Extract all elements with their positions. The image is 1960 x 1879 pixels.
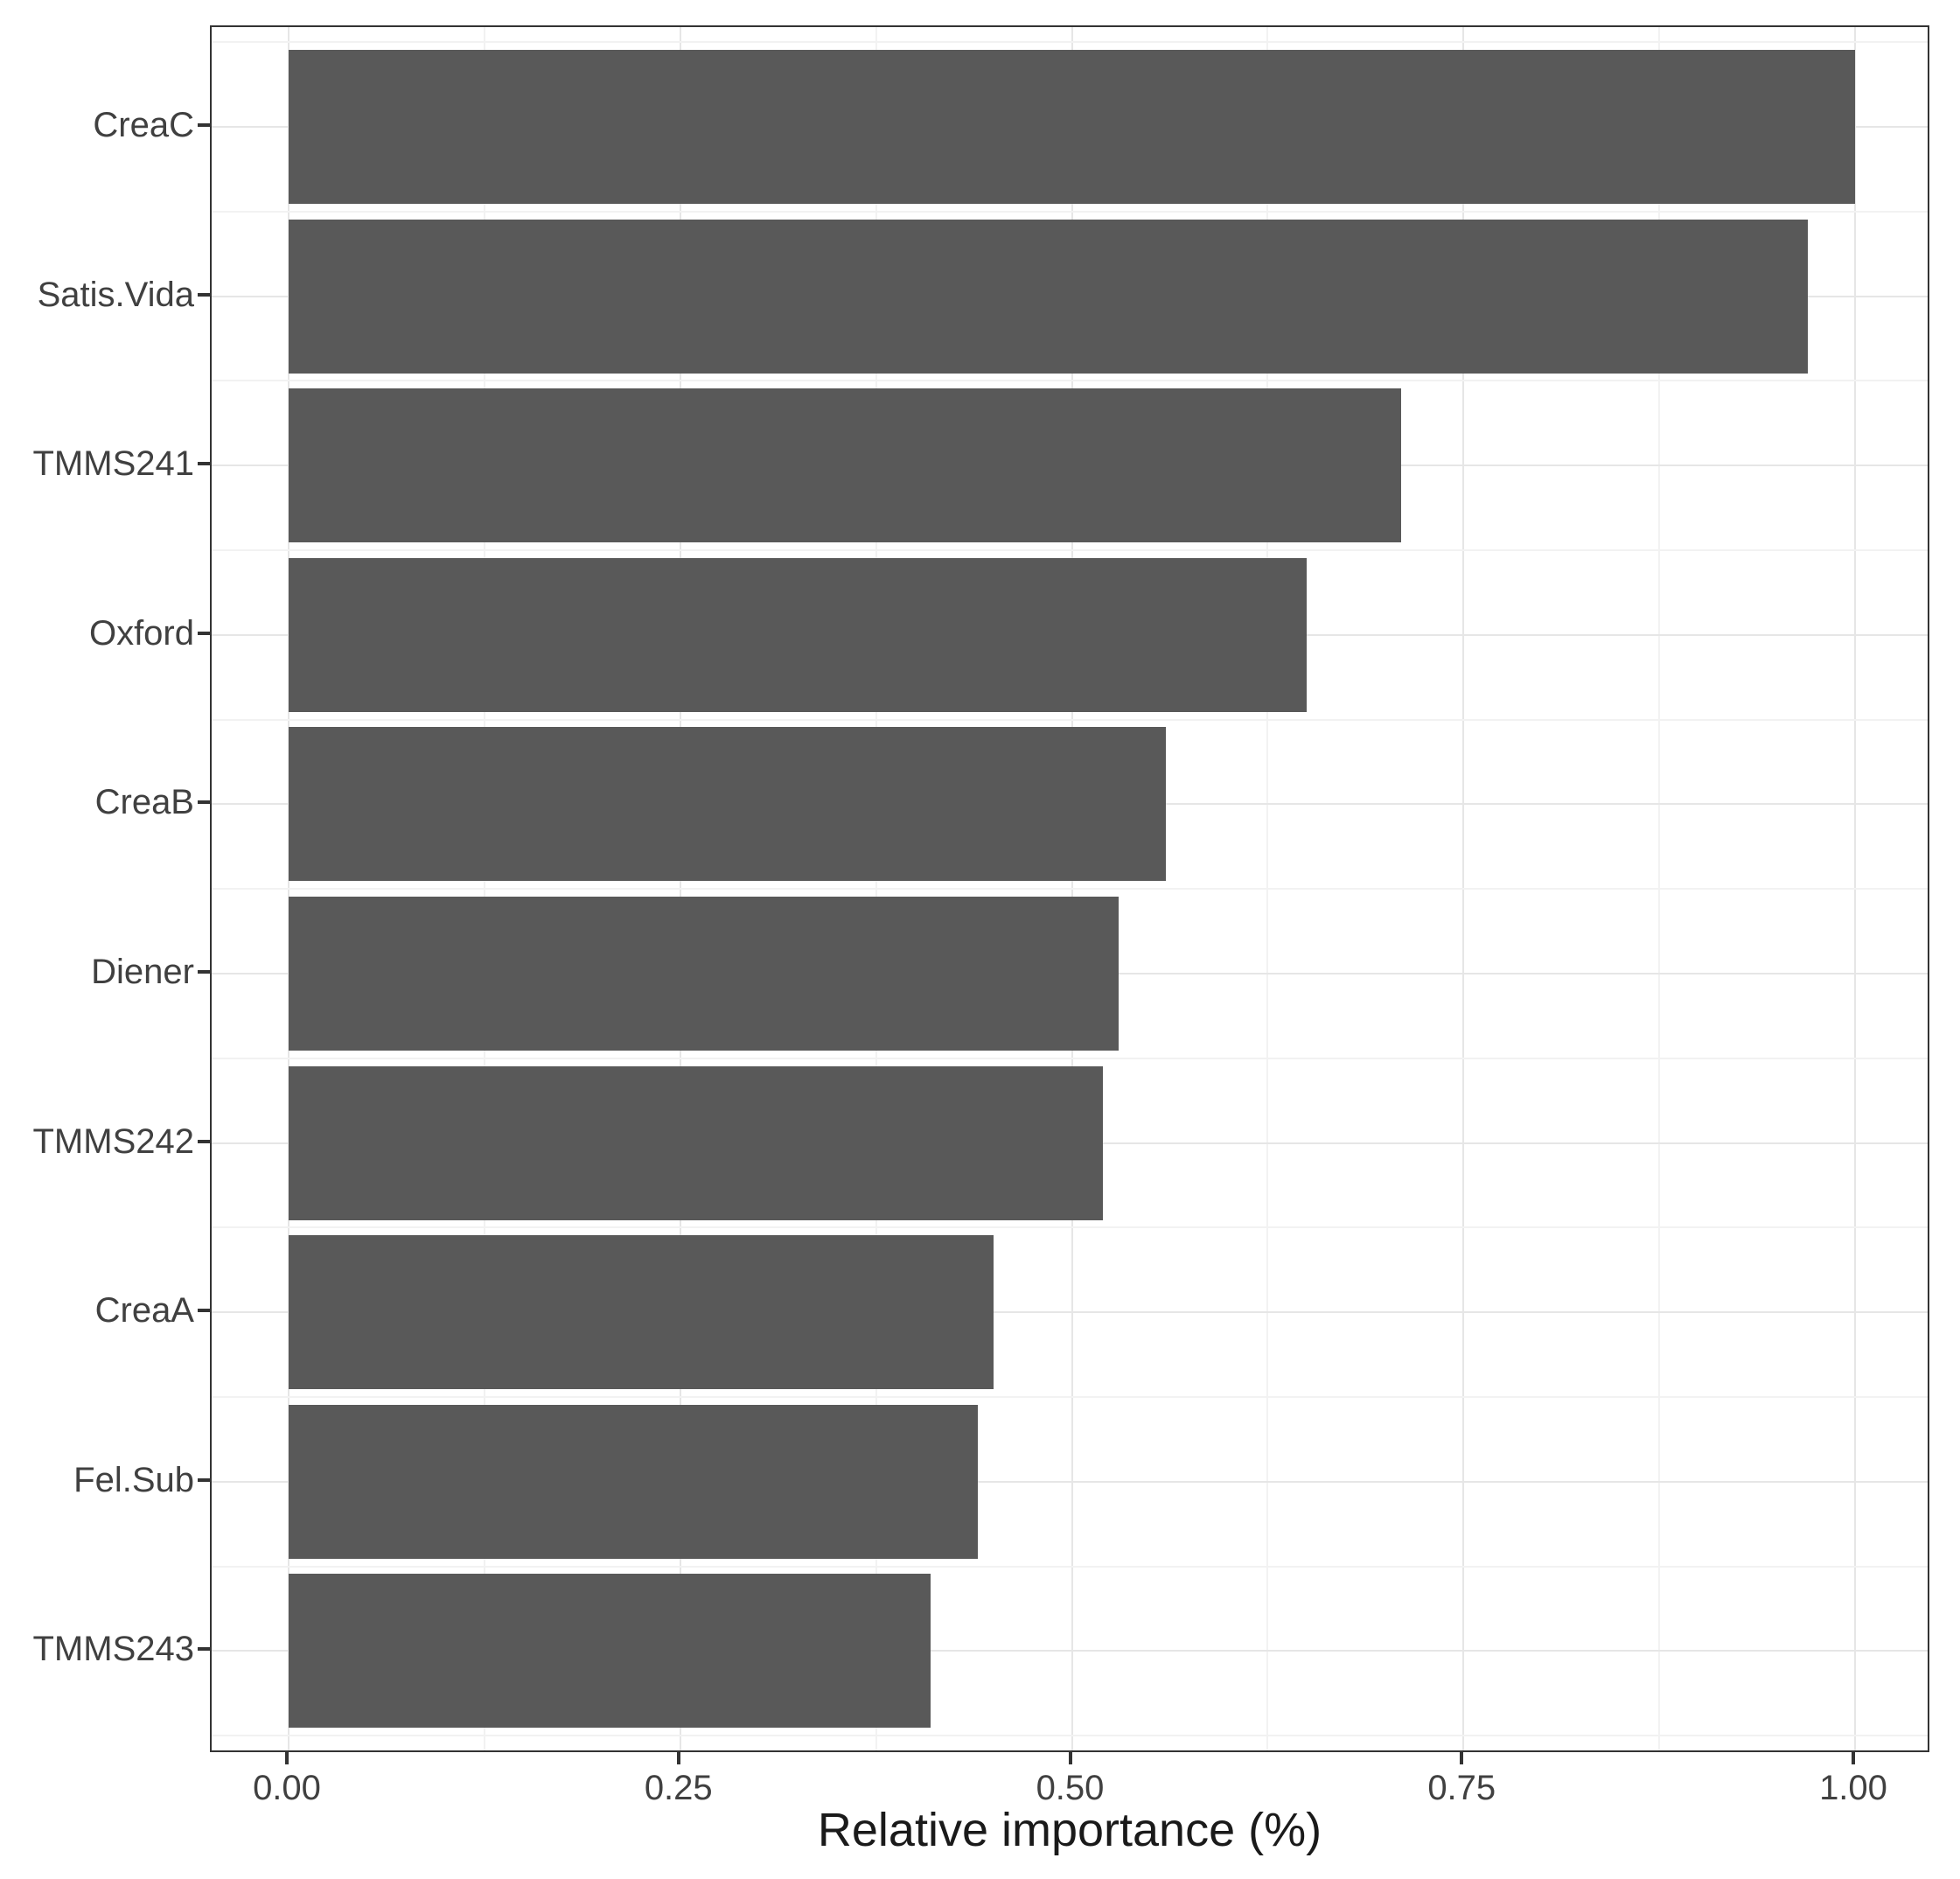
bar-Fel.Sub <box>289 1404 978 1559</box>
y-axis-label: CreaC <box>93 106 194 144</box>
y-axis-tick <box>198 1309 210 1313</box>
y-minor-gridline <box>212 41 1928 44</box>
y-minor-gridline <box>212 888 1928 891</box>
y-major-gridline <box>212 1311 1928 1314</box>
x-axis-tick-label: 0.50 <box>1036 1769 1105 1807</box>
y-axis-tick <box>198 970 210 974</box>
panel-grid-and-bars <box>212 27 1928 1750</box>
y-axis-tick <box>198 292 210 297</box>
x-axis-tick-label: 1.00 <box>1819 1769 1887 1807</box>
bar-TMMS243 <box>289 1574 931 1729</box>
y-axis-label: Oxford <box>88 613 194 653</box>
x-axis-tick-label: 0.00 <box>253 1769 321 1807</box>
y-axis-tick <box>198 123 210 127</box>
bar-CreaC <box>289 50 1855 204</box>
x-axis-tick-label: 0.75 <box>1427 1769 1496 1807</box>
x-axis-tick <box>1068 1752 1072 1764</box>
bar-CreaB <box>289 727 1166 882</box>
y-axis-label: CreaA <box>94 1291 194 1331</box>
y-minor-gridline <box>212 1735 1928 1737</box>
y-minor-gridline <box>212 1396 1928 1398</box>
y-axis-tick <box>198 631 210 635</box>
x-axis-tick <box>285 1752 289 1764</box>
y-minor-gridline <box>212 549 1928 551</box>
y-axis-label: TMMS243 <box>32 1630 195 1669</box>
bar-Oxford <box>289 557 1307 712</box>
bar-CreaA <box>289 1235 994 1390</box>
x-axis-tick <box>1852 1752 1855 1764</box>
y-axis-label: Fel.Sub <box>73 1460 194 1499</box>
y-axis-tick <box>198 462 210 466</box>
y-axis-tick <box>198 1647 210 1652</box>
y-minor-gridline <box>212 210 1928 213</box>
x-axis-tick <box>676 1752 680 1764</box>
plot-panel <box>210 25 1929 1752</box>
y-minor-gridline <box>212 1057 1928 1059</box>
y-minor-gridline <box>212 1565 1928 1568</box>
y-axis-label: Diener <box>91 953 194 991</box>
bar-Satis.Vida <box>289 219 1808 374</box>
x-axis-tick-label: 0.25 <box>644 1769 713 1807</box>
y-axis-tick <box>198 1477 210 1482</box>
y-axis-label: TMMS241 <box>32 444 195 484</box>
y-minor-gridline <box>212 1226 1928 1229</box>
y-major-gridline <box>212 1480 1928 1483</box>
bar-TMMS242 <box>289 1065 1103 1220</box>
x-axis-tick <box>1460 1752 1464 1764</box>
y-major-gridline <box>212 1650 1928 1652</box>
bar-TMMS241 <box>289 388 1401 543</box>
y-minor-gridline <box>212 380 1928 382</box>
y-axis-tick <box>198 1139 210 1143</box>
y-axis-label: TMMS242 <box>32 1121 195 1161</box>
x-axis-title: Relative importance (%) <box>817 1804 1322 1856</box>
y-axis-label: Satis.Vida <box>37 275 194 314</box>
y-axis-tick <box>198 800 210 805</box>
y-minor-gridline <box>212 718 1928 721</box>
y-axis-label: CreaB <box>94 783 194 822</box>
bar-Diener <box>289 897 1119 1051</box>
